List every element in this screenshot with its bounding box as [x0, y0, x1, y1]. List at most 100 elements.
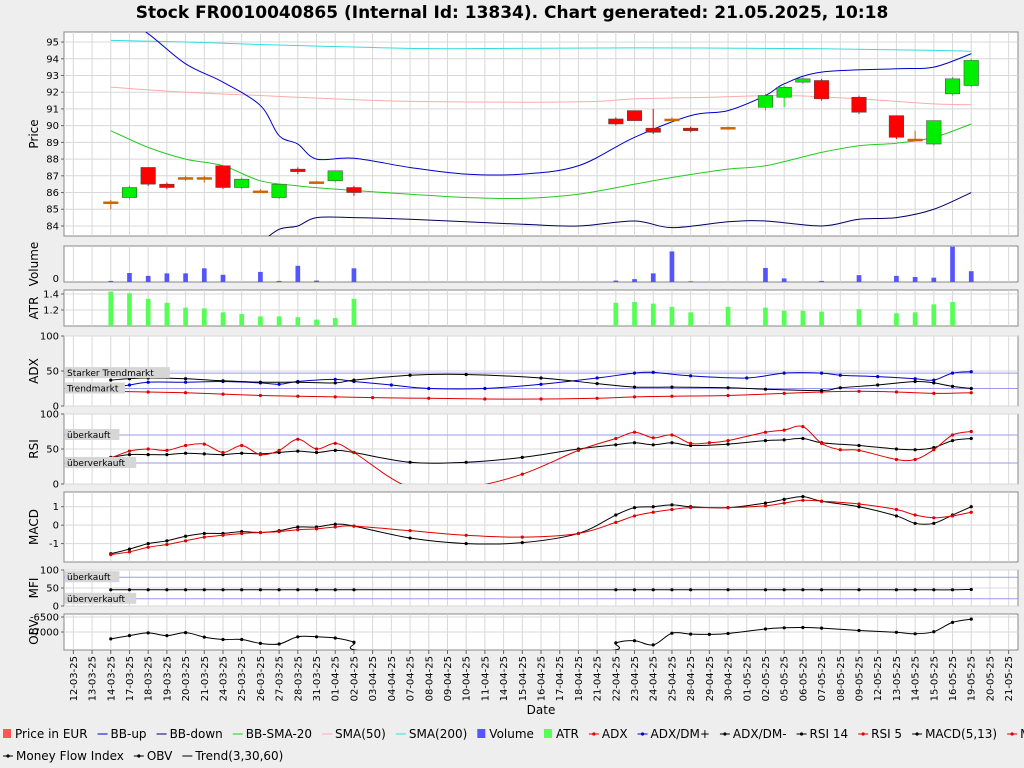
date-axis: 12-03-25 13-03-25 14-03-25 17-03-25 18-03-25… — [69, 650, 1015, 701]
adx-adxdm-point — [127, 383, 132, 387]
legend-swatch — [477, 729, 486, 738]
volume-bar — [968, 271, 974, 282]
rsi-rsi14-point — [165, 453, 169, 457]
legend-marker — [1010, 732, 1014, 736]
volume-bar — [819, 280, 824, 282]
adx-adxdm-point — [819, 389, 824, 393]
atr-bar — [183, 307, 188, 326]
adx-adx-point — [296, 394, 300, 398]
macd-macdsignal4-point — [651, 510, 655, 514]
adx-adxdm-point — [483, 386, 487, 391]
macd-macdsignal4-line — [110, 499, 972, 556]
mfi-line-point — [726, 588, 730, 592]
macd-macd513-point — [651, 505, 655, 509]
macd-macd513-point — [296, 525, 300, 529]
atr-bar — [258, 316, 263, 326]
obv-line-point — [372, 649, 374, 650]
atr-bar — [931, 304, 937, 326]
rsi-rsi5-point — [969, 429, 973, 434]
obv-line-point — [614, 641, 618, 645]
x-tick-label: 17-04-25 — [555, 656, 566, 701]
mfi-line-point — [913, 588, 917, 592]
candle-body — [683, 127, 699, 131]
rsi-rsi14-point — [763, 439, 768, 443]
mfi-line-point — [670, 588, 674, 592]
legend-swatch — [543, 729, 552, 738]
candle-body — [234, 178, 250, 188]
volume-bar — [894, 275, 899, 282]
adx-adxdm-point — [352, 378, 356, 382]
x-tick-label: 12-03-25 — [69, 656, 80, 701]
atr-bar — [332, 318, 338, 326]
candle-body — [963, 60, 979, 86]
macd-macd513-point — [520, 541, 524, 545]
atr-bar — [650, 303, 656, 326]
x-tick-label: 16-05-25 — [948, 656, 959, 701]
legend-label: Money Flow Index — [16, 749, 124, 763]
adx-adxdm-point — [539, 382, 543, 386]
x-tick-label: 07-04-25 — [406, 656, 417, 701]
x-tick-label: 24-04-25 — [649, 656, 660, 701]
legend-item: BB-up — [97, 727, 147, 741]
rsi-rsi5-point — [202, 442, 206, 446]
rsi-rsi14-point — [240, 451, 244, 455]
atr-bar — [108, 291, 114, 326]
obv-line-point — [857, 628, 861, 633]
legend-item: BB-SMA-20 — [232, 727, 312, 741]
atr-bar — [781, 310, 787, 326]
rsi-rsi14-point — [670, 441, 674, 445]
candle-body — [851, 96, 867, 113]
mfi-y-axis-label: MFI — [27, 578, 41, 599]
adx-adxdm-point — [651, 370, 655, 374]
rsi-y-tick-label: 0 — [53, 480, 59, 491]
volume-marks — [108, 246, 974, 282]
adx-adx-point — [726, 393, 730, 398]
macd-macdsignal4-point — [109, 553, 113, 557]
legend-item: Volume — [477, 727, 534, 741]
x-tick-label: 21-03-25 — [200, 656, 211, 701]
legend-marker — [6, 754, 10, 758]
macd-macdsignal4-point — [576, 531, 581, 536]
adx-adx-point — [539, 397, 543, 401]
x-tick-label: 11-04-25 — [480, 656, 491, 701]
atr-bar — [201, 308, 207, 326]
mfi-line-point — [950, 588, 955, 592]
obv-line-point — [782, 626, 786, 630]
candle-body — [888, 115, 904, 138]
obv-line-point — [670, 631, 674, 635]
adx-adx-point — [969, 391, 973, 395]
x-tick-label: 26-03-25 — [256, 656, 267, 701]
rsi-y-tick-label: 50 — [46, 445, 59, 456]
rsi-rsi14-point — [146, 453, 150, 457]
atr-y-tick-label: 1.4 — [43, 290, 59, 301]
rsi-rsi5-point — [651, 436, 655, 440]
macd-macdsignal4-point — [464, 533, 468, 537]
adx-adx-point — [183, 391, 188, 395]
rsi-rsi5-point — [333, 441, 337, 445]
x-tick-label: 28-03-25 — [293, 656, 304, 701]
candle-body — [720, 127, 736, 130]
level-label: Starker Trendmarkt — [67, 369, 154, 379]
rsi-rsi5-point — [707, 441, 711, 445]
x-tick-label: 19-05-25 — [967, 656, 978, 701]
x-tick-label: 08-05-25 — [836, 656, 847, 701]
adx-adxdm-point — [950, 371, 955, 375]
obv-line-point — [689, 632, 693, 636]
x-tick-label: 13-05-25 — [892, 656, 903, 701]
candle-body — [757, 95, 774, 108]
rsi-rsi5-point — [314, 447, 319, 451]
adx-adxdm-point — [408, 373, 412, 377]
obv-line-point — [240, 637, 244, 642]
legend-label: SMA(50) — [335, 727, 386, 741]
volume-bar — [127, 273, 132, 282]
price-y-tick-label: 85 — [46, 205, 59, 216]
rsi-rsi14-point — [782, 438, 786, 442]
x-tick-label: 15-04-25 — [518, 656, 529, 701]
candle-body — [944, 78, 961, 95]
obv-line-point — [596, 649, 598, 650]
rsi-rsi14-point — [651, 443, 655, 447]
legend-item: OBV — [133, 749, 173, 763]
adx-adxdm-point — [595, 376, 599, 380]
x-tick-label: 15-05-25 — [929, 656, 940, 701]
